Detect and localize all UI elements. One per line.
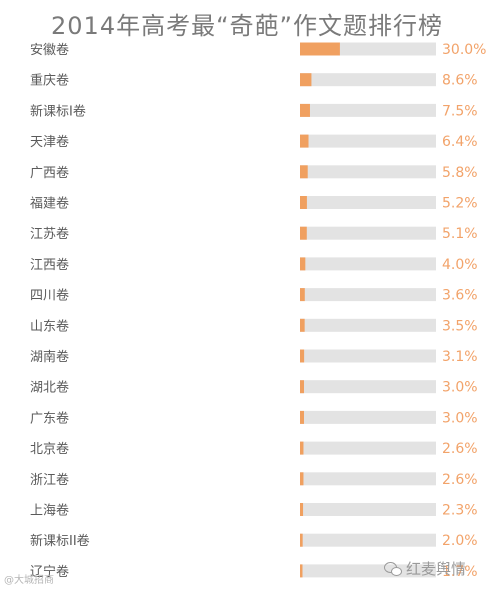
bar xyxy=(300,441,304,455)
bar xyxy=(300,472,304,486)
value-label: 4.0% xyxy=(442,257,478,273)
value-label: 2.6% xyxy=(442,441,478,457)
value-label: 7.5% xyxy=(442,103,478,119)
value-label: 5.8% xyxy=(442,165,478,181)
bar xyxy=(300,103,310,117)
bar xyxy=(300,165,308,179)
category-label: 湖南卷 xyxy=(30,349,69,365)
bar-track xyxy=(300,196,436,209)
value-label: 5.1% xyxy=(442,226,478,242)
bar-track xyxy=(300,226,436,240)
bar-track xyxy=(300,165,436,179)
chart-title: 2014年高考最“奇葩”作文题排行榜 xyxy=(51,12,443,40)
bar-track xyxy=(300,257,436,271)
watermark-right: 红麦舆情 xyxy=(384,558,466,579)
watermark-right-label: 红麦舆情 xyxy=(406,560,467,578)
value-label: 6.4% xyxy=(442,134,478,150)
category-label: 安徽卷 xyxy=(30,42,69,58)
value-label: 5.2% xyxy=(442,196,478,212)
category-label: 浙江卷 xyxy=(30,472,69,488)
bar xyxy=(300,73,312,87)
bar-track xyxy=(300,134,436,148)
category-label: 新课标I卷 xyxy=(30,103,86,119)
bar xyxy=(300,503,304,516)
value-label: 3.6% xyxy=(442,288,478,304)
value-label: 3.0% xyxy=(442,410,478,426)
watermark-left: @大城招商 xyxy=(4,575,54,586)
bar-track xyxy=(300,288,436,302)
value-label: 30.0% xyxy=(442,42,486,58)
bar-track xyxy=(300,103,436,117)
bar-track xyxy=(300,380,436,394)
bar-track xyxy=(300,410,436,424)
category-label: 山东卷 xyxy=(30,318,69,334)
bar xyxy=(300,134,309,148)
bar-track xyxy=(300,472,436,486)
value-label: 3.0% xyxy=(442,380,478,396)
category-label: 上海卷 xyxy=(30,503,69,519)
value-label: 2.6% xyxy=(442,472,478,488)
category-label: 江苏卷 xyxy=(30,226,69,242)
bar xyxy=(300,257,306,271)
category-label: 重庆卷 xyxy=(30,73,69,89)
category-label: 北京卷 xyxy=(30,441,69,457)
bar xyxy=(300,533,303,547)
bar-track xyxy=(300,503,436,516)
category-label: 四川卷 xyxy=(30,288,69,304)
bar-track xyxy=(300,349,436,363)
value-label: 8.6% xyxy=(442,73,478,89)
bar xyxy=(300,288,305,302)
bar xyxy=(300,380,304,394)
wechat-icon xyxy=(384,561,402,576)
bar xyxy=(300,42,340,56)
value-label: 2.3% xyxy=(442,503,478,519)
value-label: 3.1% xyxy=(442,349,478,365)
bar-track xyxy=(300,441,436,455)
category-label: 江西卷 xyxy=(30,257,69,273)
bar xyxy=(300,410,304,424)
category-label: 广西卷 xyxy=(30,165,69,181)
value-label: 3.5% xyxy=(442,318,478,334)
bar-track xyxy=(300,73,436,87)
bar xyxy=(300,318,305,332)
bar xyxy=(300,196,307,209)
bar xyxy=(300,564,303,578)
category-label: 福建卷 xyxy=(30,196,69,212)
category-label: 天津卷 xyxy=(30,134,69,150)
bar-track xyxy=(300,318,436,332)
category-label: 新课标II卷 xyxy=(30,533,90,549)
category-label: 广东卷 xyxy=(30,410,69,426)
category-label: 辽宁卷 xyxy=(30,564,69,580)
value-label: 2.0% xyxy=(442,533,478,549)
category-label: 湖北卷 xyxy=(30,380,69,396)
bar-track xyxy=(300,533,436,547)
bar xyxy=(300,349,305,363)
bar-track xyxy=(300,564,436,578)
value-label: 1.7% xyxy=(442,564,478,580)
bar xyxy=(300,226,307,240)
